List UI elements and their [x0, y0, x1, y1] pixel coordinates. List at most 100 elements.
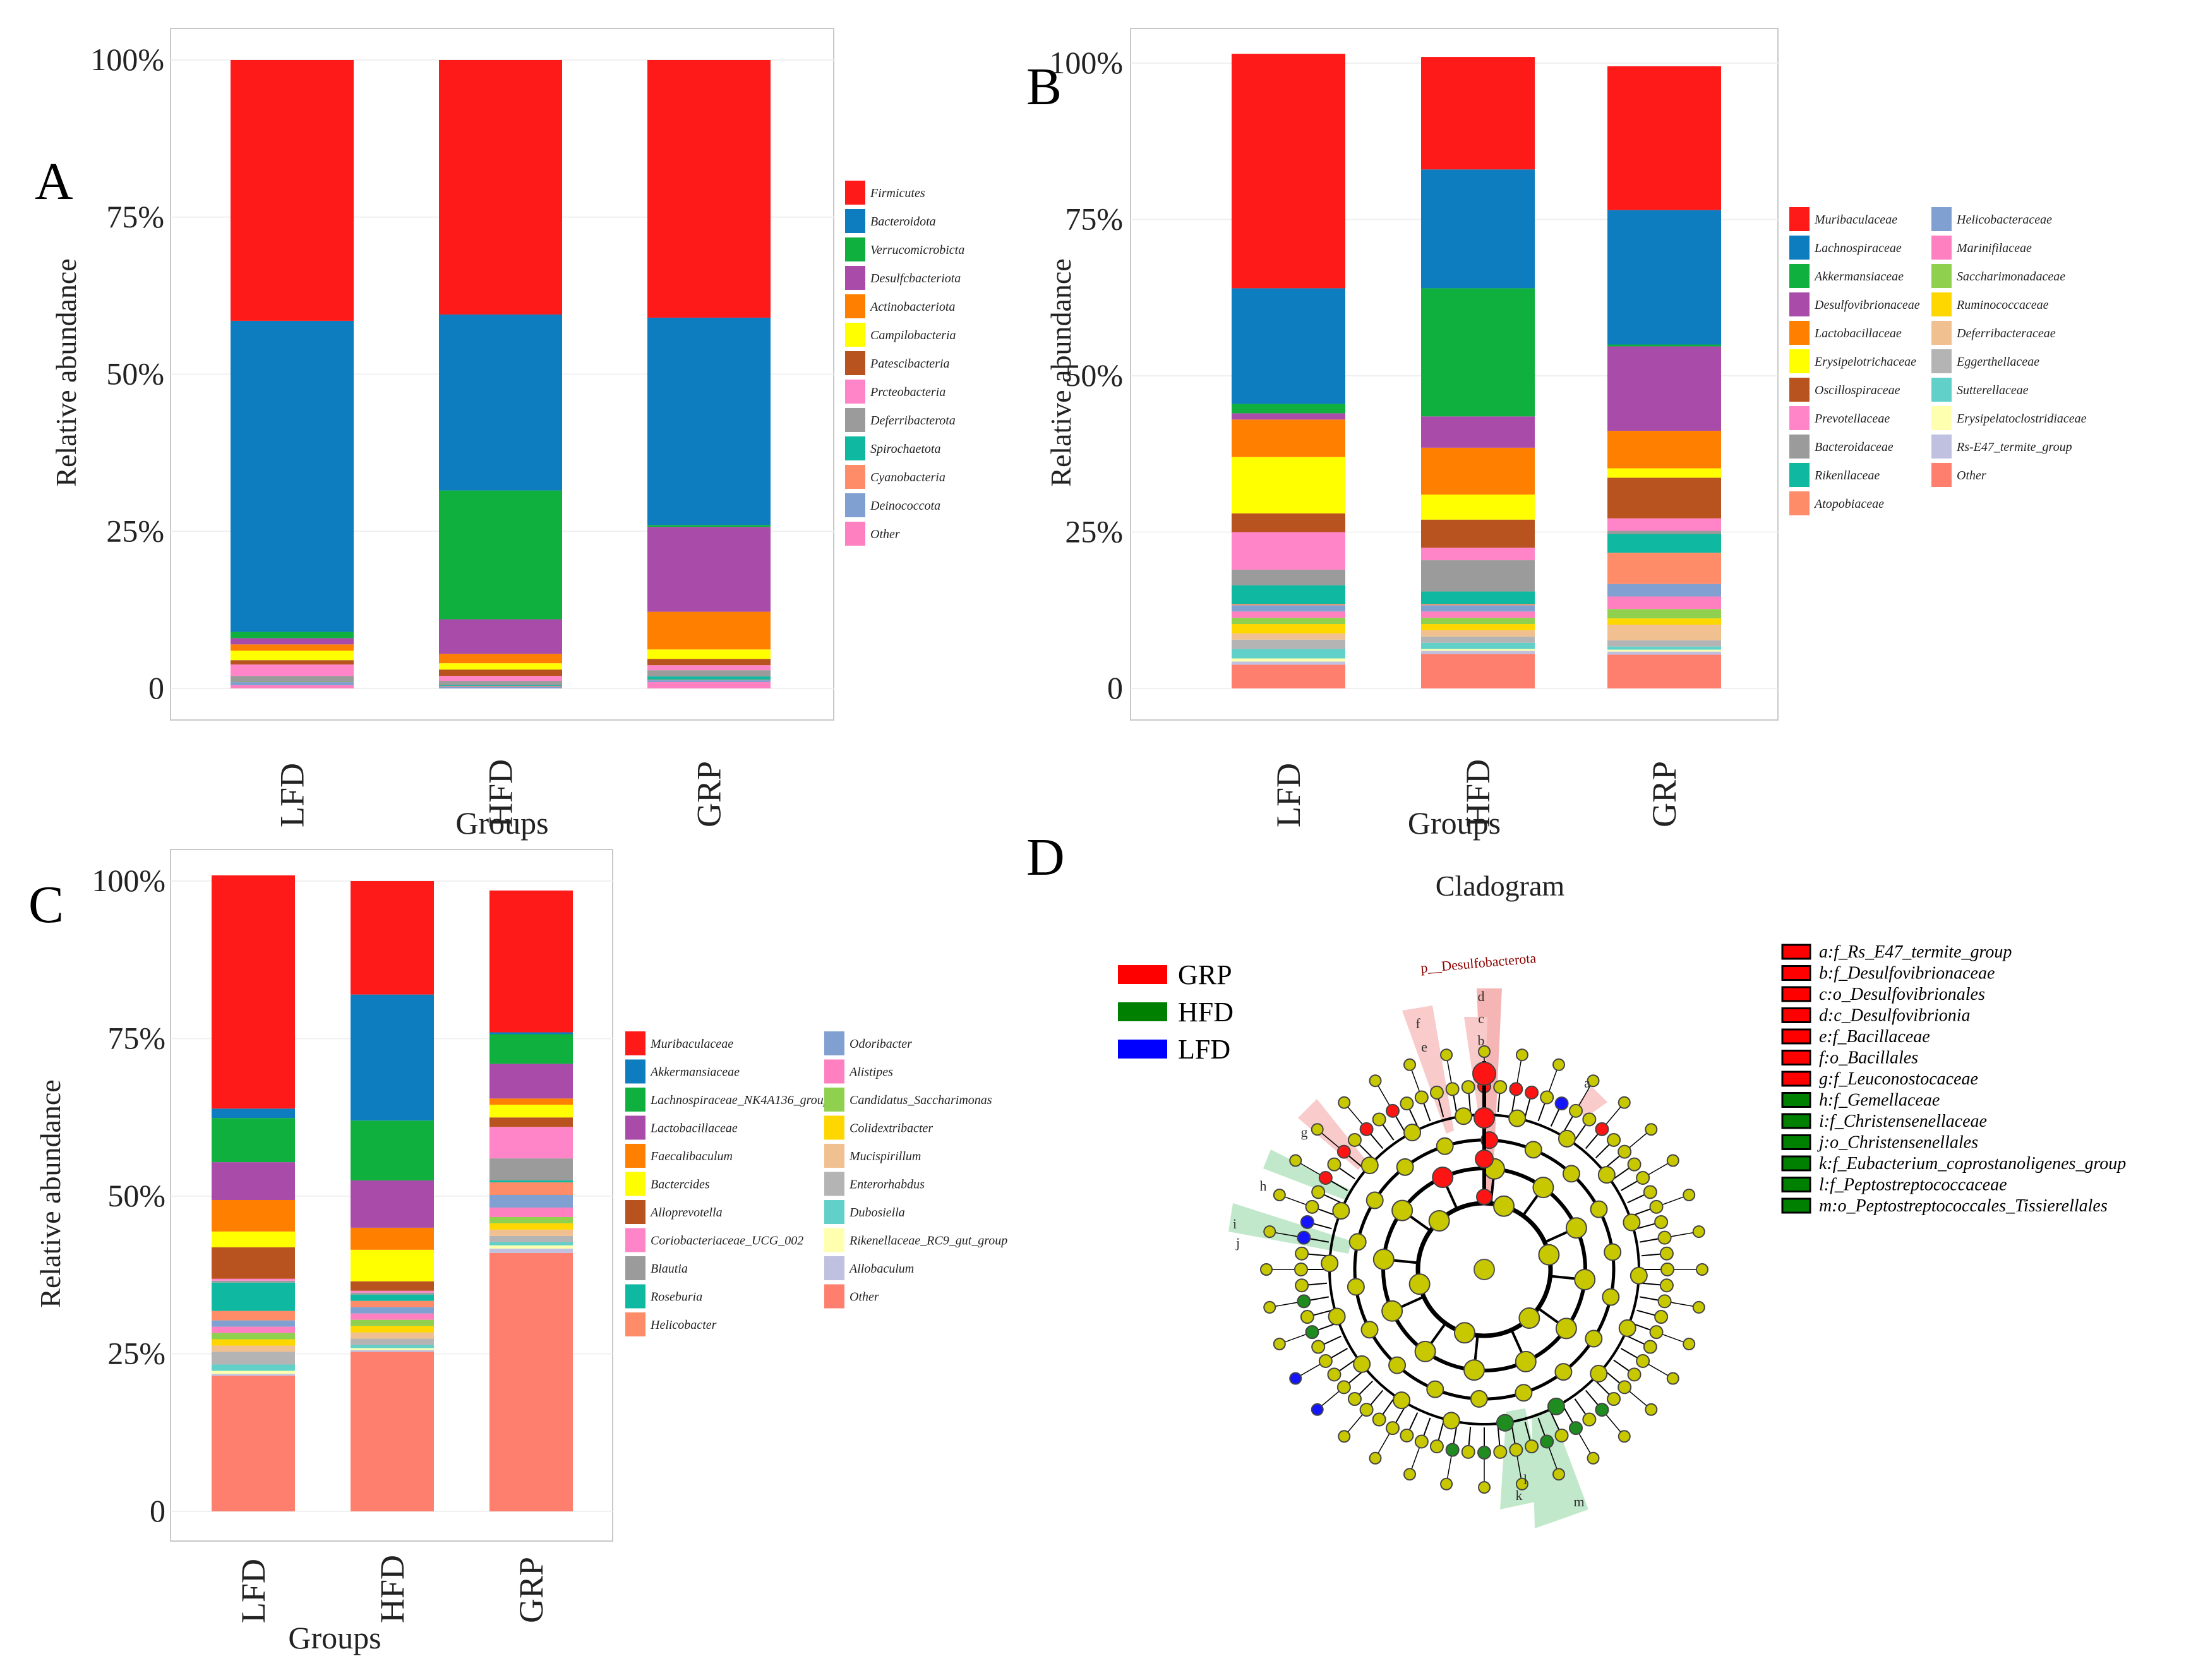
chart-a: 0 25% 50% 75% 100% LFD HFD GRP Relative abundanc… — [50, 28, 964, 841]
bar-segment — [1607, 649, 1721, 652]
legend-label: Candidatus_Saccharimonas — [849, 1093, 992, 1107]
bar-segment — [1607, 346, 1721, 431]
clade-node — [1386, 1421, 1400, 1436]
clade-node — [1300, 1310, 1314, 1324]
clade-node — [1429, 1439, 1444, 1454]
bar-segment — [439, 314, 562, 491]
legend-swatch — [824, 1256, 844, 1280]
legend-label: Rs-E47_termite_group — [1956, 440, 2072, 454]
clade-node — [1372, 1112, 1386, 1127]
legend-swatch — [625, 1228, 645, 1252]
clade-legend-label: a:f_Rs_E47_termite_group — [1819, 942, 2012, 962]
legend-swatch — [1789, 491, 1810, 515]
bar-segment — [489, 1034, 573, 1064]
legend-label: Allobaculum — [848, 1262, 914, 1276]
clade-node — [1414, 1090, 1429, 1105]
clade-node — [1391, 1199, 1414, 1221]
bar-segment — [1421, 605, 1535, 612]
bar-segment — [351, 1227, 434, 1250]
clade-legend-label: d:c_Desulfovibrionia — [1819, 1006, 1971, 1026]
clade-node — [1311, 1403, 1324, 1416]
bar-segment — [351, 1348, 434, 1350]
clade-node — [1597, 1166, 1616, 1184]
bar-segment — [1607, 625, 1721, 640]
legend-label: Odoribacter — [849, 1037, 912, 1051]
bar-segment — [647, 60, 771, 318]
y-tick-label: 100% — [1049, 45, 1123, 80]
bar-segment — [212, 1231, 295, 1247]
legend-label: Ruminococcaceae — [1956, 298, 2049, 312]
bar-segment — [647, 670, 771, 677]
legend-swatch — [824, 1031, 844, 1055]
bar-segment — [1232, 624, 1345, 633]
clade-node — [1595, 1122, 1609, 1136]
bar-segment — [1232, 664, 1345, 688]
bar-segment — [231, 664, 354, 676]
clade-node — [1478, 1481, 1491, 1494]
legend-label: Colidextribacter — [849, 1122, 933, 1136]
bar-segment — [231, 644, 354, 651]
bar-segment — [1607, 210, 1721, 345]
clade-legend-label: b:f_Desulfovibrionaceae — [1819, 964, 1995, 983]
bar-segment — [1607, 518, 1721, 531]
y-tick-label: 50% — [106, 356, 164, 392]
clade-node — [1453, 1322, 1475, 1344]
legend-swatch — [824, 1059, 844, 1084]
clade-node — [1347, 1278, 1365, 1296]
legend-swatch — [1789, 463, 1810, 487]
legend-label: Bacteroidaceae — [1815, 440, 1894, 454]
y-tick-label: 0 — [150, 1493, 165, 1528]
bar-segment — [439, 60, 562, 315]
clade-legend-swatch — [1781, 1177, 1811, 1192]
bar-segment — [212, 1352, 295, 1365]
bar-segment — [212, 1118, 295, 1163]
legend-label: Spirochaetota — [870, 442, 940, 456]
clade-node — [1515, 1477, 1528, 1491]
clade-node — [1311, 1123, 1324, 1136]
bar-segment — [1421, 651, 1535, 654]
legend-label: Cyanobacteria — [870, 471, 945, 484]
clade-legend-label: f:o_Bacillales — [1819, 1048, 1918, 1068]
clade-node — [1414, 1434, 1429, 1449]
bar-segment — [231, 676, 354, 681]
clade-node — [1347, 1132, 1362, 1147]
clade-node — [1582, 1412, 1597, 1427]
clade-node — [1428, 1209, 1450, 1232]
bar-segment — [231, 638, 354, 645]
bar-segment — [351, 1281, 434, 1291]
clade-letter: i — [1233, 1216, 1237, 1232]
legend-label: Oscillospiraceae — [1815, 383, 1900, 397]
clade-node — [1461, 1444, 1475, 1459]
legend-swatch — [625, 1115, 645, 1140]
bar-segment — [1607, 646, 1721, 650]
highlight-h — [1263, 1149, 1352, 1200]
clade-node — [1474, 1107, 1495, 1129]
legend-swatch — [845, 181, 865, 205]
clade-node — [1273, 1337, 1286, 1350]
legend-swatch — [1789, 264, 1810, 288]
clade-node — [1289, 1154, 1302, 1167]
clade-node — [1607, 1132, 1621, 1147]
clade-node — [1595, 1403, 1609, 1417]
clade-legend-swatch — [1781, 1092, 1811, 1108]
clade-node — [1369, 1451, 1382, 1465]
bar-segment — [489, 1117, 573, 1127]
clade-node — [1508, 1109, 1527, 1127]
clade-node — [1554, 1096, 1569, 1111]
bar-segment — [489, 1242, 573, 1245]
clade-node — [1666, 1372, 1679, 1385]
bar-segment — [1607, 468, 1721, 478]
clade-legend-swatch — [1781, 1134, 1811, 1150]
bar-segment — [351, 994, 434, 1121]
legend-swatch — [625, 1256, 645, 1280]
legend-label: Muribaculaceae — [650, 1037, 733, 1051]
bar-segment — [1421, 611, 1535, 618]
bar-segment — [212, 1108, 295, 1119]
bar-segment — [489, 1098, 573, 1105]
bar-segment — [489, 1207, 573, 1217]
legend-swatch — [845, 237, 865, 261]
legend-swatch — [1931, 463, 1952, 487]
x-tick-label: HFD — [373, 1555, 411, 1623]
bar-segment — [1232, 54, 1345, 289]
panel-label-a: A — [35, 152, 73, 211]
